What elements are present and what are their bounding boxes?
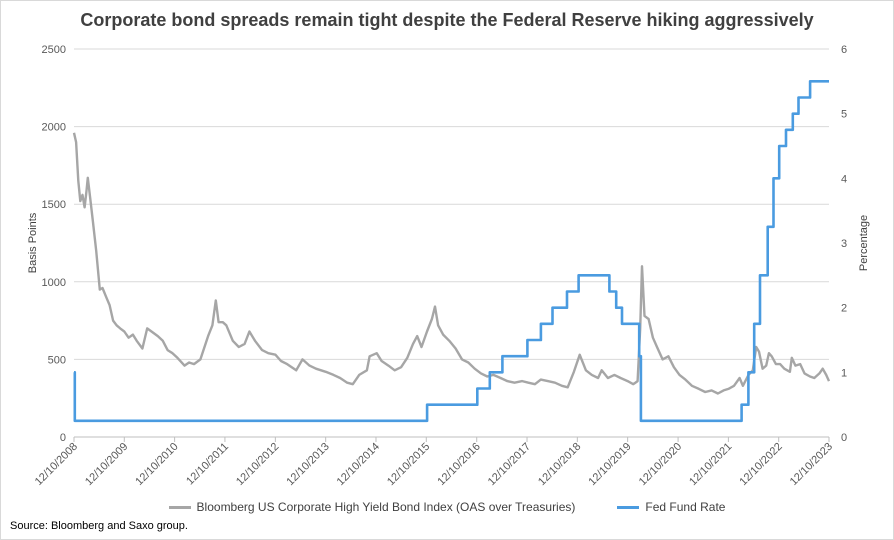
x-axis-tick-label: 12/10/2021	[687, 441, 734, 488]
chart-legend: Bloomberg US Corporate High Yield Bond I…	[0, 500, 894, 514]
left-axis-tick-label: 1500	[42, 199, 66, 211]
hy-spread-series-line	[72, 132, 831, 395]
x-axis-tick-label: 12/10/2023	[788, 441, 835, 488]
right-axis-tick-label: 1	[841, 367, 847, 379]
x-axis-tick-label: 12/10/2013	[284, 441, 331, 488]
legend-swatch-hy-spread	[168, 505, 191, 509]
left-axis-tick-label: 1000	[42, 277, 66, 289]
legend-label-hy-spread: Bloomberg US Corporate High Yield Bond I…	[196, 500, 576, 514]
fed-fund-rate-series-line	[73, 80, 829, 423]
chart-title: Corporate bond spreads remain tight desp…	[80, 10, 814, 30]
x-axis-ticks: 12/10/2008 12/10/2009 12/10/2010 12/10/2011…	[33, 436, 835, 488]
gridlines	[74, 48, 829, 438]
right-axis-tick-label: 3	[841, 238, 847, 250]
source-note: Source: Bloomberg and Saxo group.	[10, 520, 188, 532]
x-axis-tick-label: 12/10/2022	[737, 441, 784, 488]
legend-label-fed-fund-rate: Fed Fund Rate	[645, 500, 726, 514]
left-axis-tick-label: 500	[48, 354, 66, 366]
legend-swatch-fed-fund-rate	[617, 505, 640, 509]
left-axis-tick-label: 2000	[42, 122, 66, 134]
right-axis-tick-label: 0	[841, 432, 847, 444]
x-axis-tick-label: 12/10/2017	[486, 441, 533, 488]
right-axis-title: Percentage	[858, 215, 870, 271]
left-axis-tick-label: 0	[60, 432, 66, 444]
x-axis-tick-label: 12/10/2019	[586, 441, 633, 488]
x-axis-tick-label: 12/10/2015	[385, 441, 432, 488]
x-axis-tick-label: 12/10/2008	[33, 441, 80, 488]
legend-item-hy-spread: Bloomberg US Corporate High Yield Bond I…	[168, 500, 576, 514]
left-axis-title: Basis Points	[27, 212, 39, 273]
x-axis-tick-label: 12/10/2012	[234, 441, 281, 488]
x-axis-tick-label: 12/10/2010	[133, 441, 180, 488]
right-axis-tick-label: 4	[841, 173, 847, 185]
left-axis-tick-label: 2500	[42, 44, 66, 56]
legend-item-fed-fund-rate: Fed Fund Rate	[617, 500, 725, 514]
right-axis-tick-label: 2	[841, 303, 847, 315]
x-axis-tick-label: 12/10/2009	[83, 441, 130, 488]
right-axis-ticks: 0 1 2 3 4 5 6	[841, 44, 847, 444]
right-axis-tick-label: 5	[841, 109, 847, 121]
x-axis-tick-label: 12/10/2018	[536, 441, 583, 488]
series-lines	[72, 80, 831, 423]
left-axis-ticks: 0 500 1000 1500 2000 2500	[42, 44, 66, 444]
right-axis-tick-label: 6	[841, 44, 847, 56]
x-axis-tick-label: 12/10/2016	[435, 441, 482, 488]
x-axis-tick-label: 12/10/2011	[184, 441, 231, 488]
x-axis-tick-label: 12/10/2020	[637, 441, 684, 488]
x-axis-tick-label: 12/10/2014	[335, 441, 382, 488]
